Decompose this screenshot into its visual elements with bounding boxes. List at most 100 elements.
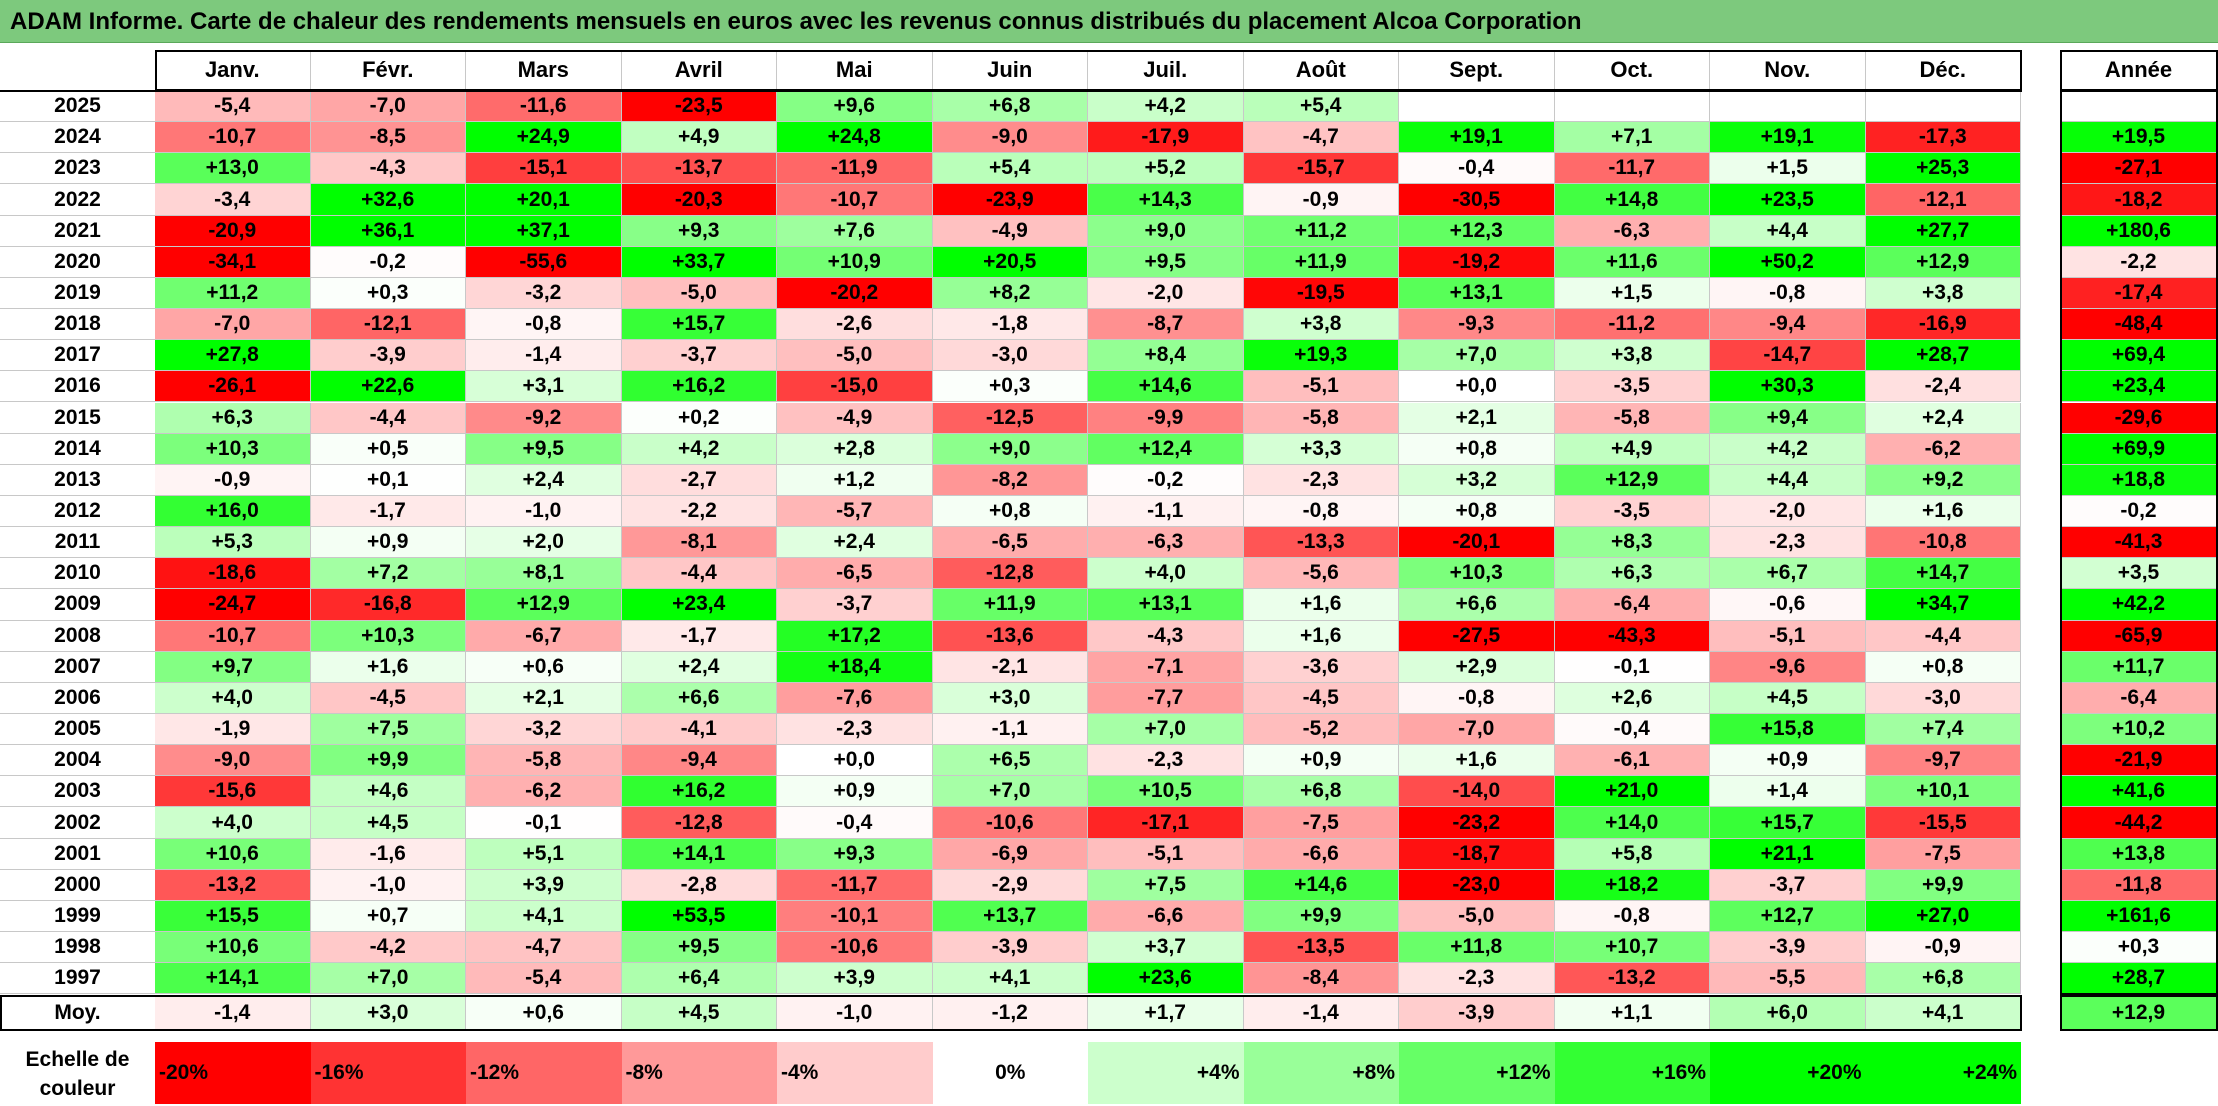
heatmap-cell: -20,2 bbox=[777, 277, 933, 310]
heatmap-cell: -9,0 bbox=[932, 122, 1088, 154]
heatmap-cell: -17,3 bbox=[1865, 122, 2021, 154]
heatmap-cell: +9,0 bbox=[1088, 215, 1244, 247]
heatmap-cell: +2,1 bbox=[1399, 402, 1555, 434]
heatmap-cell: +4,5 bbox=[310, 807, 466, 839]
heatmap-cell: +4,4 bbox=[1710, 215, 1866, 247]
heatmap-cell: -4,9 bbox=[932, 215, 1088, 247]
heatmap-cell: -8,7 bbox=[1088, 309, 1244, 341]
color-scale-swatch: 0% bbox=[932, 1042, 1088, 1104]
heatmap-cell: +6,3 bbox=[1554, 558, 1710, 590]
heatmap-cell: -0,4 bbox=[1399, 153, 1555, 185]
heatmap-cell: -5,4 bbox=[155, 91, 311, 123]
heatmap-cell: -12,8 bbox=[621, 807, 777, 839]
heatmap-cell: -1,1 bbox=[1088, 495, 1244, 528]
heatmap-cell: +2,8 bbox=[777, 433, 933, 465]
heatmap-cell: -3,2 bbox=[466, 714, 622, 746]
heatmap-cell: +9,4 bbox=[1710, 402, 1866, 434]
heatmap-cell: -2,0 bbox=[1088, 277, 1244, 310]
heatmap-cell: -12,1 bbox=[1865, 184, 2021, 216]
heatmap-cell: +24,8 bbox=[777, 122, 933, 154]
heatmap-cell: -2,3 bbox=[1399, 963, 1555, 995]
heatmap-cell: +9,6 bbox=[777, 91, 933, 123]
heatmap-cell: +9,3 bbox=[621, 215, 777, 247]
heatmap-cell: -7,6 bbox=[777, 682, 933, 714]
column-header: Oct. bbox=[1554, 50, 1710, 90]
column-header: Sept. bbox=[1399, 50, 1555, 90]
heatmap-cell: -12,8 bbox=[932, 558, 1088, 590]
heatmap-cell: -23,2 bbox=[1399, 807, 1555, 839]
heatmap-cell: -13,7 bbox=[621, 153, 777, 185]
row-year-label: 2024 bbox=[0, 122, 155, 154]
heatmap-cell: -15,7 bbox=[1243, 153, 1399, 185]
heatmap-cell: -3,5 bbox=[1554, 495, 1710, 528]
heatmap-cell: -4,4 bbox=[1865, 620, 2021, 652]
heatmap-cell: +3,0 bbox=[932, 682, 1088, 714]
heatmap-cell: +4,5 bbox=[1710, 682, 1866, 714]
heatmap-cell: +15,7 bbox=[621, 309, 777, 341]
heatmap-cell: -27,5 bbox=[1399, 620, 1555, 652]
heatmap-cell: +0,0 bbox=[1399, 371, 1555, 403]
heatmap-cell: +7,5 bbox=[310, 714, 466, 746]
annual-cell: -29,6 bbox=[2060, 402, 2218, 434]
annual-cell: -2,2 bbox=[2060, 246, 2218, 278]
heatmap-cell: +4,2 bbox=[1710, 433, 1866, 465]
heatmap-cell: +16,2 bbox=[621, 776, 777, 808]
heatmap-cell: +14,6 bbox=[1243, 869, 1399, 901]
heatmap-cell: -11,7 bbox=[777, 869, 933, 901]
color-scale-swatch: +24% bbox=[1865, 1042, 2021, 1104]
heatmap-cell: +30,3 bbox=[1710, 371, 1866, 403]
heatmap-cell: +6,8 bbox=[932, 91, 1088, 123]
heatmap-cell: -0,2 bbox=[1088, 464, 1244, 496]
heatmap-cell: -7,5 bbox=[1243, 807, 1399, 839]
heatmap-cell: +18,4 bbox=[777, 651, 933, 683]
heatmap-cell: +14,8 bbox=[1554, 184, 1710, 216]
heatmap-cell: -11,2 bbox=[1554, 309, 1710, 341]
heatmap-cell: -2,1 bbox=[932, 651, 1088, 683]
row-year-label: 2007 bbox=[0, 651, 155, 683]
heatmap-cell: +9,2 bbox=[1865, 464, 2021, 496]
heatmap-cell: -0,8 bbox=[1554, 900, 1710, 933]
heatmap-cell: -9,4 bbox=[621, 745, 777, 777]
annual-cell: -48,4 bbox=[2060, 309, 2218, 341]
heatmap-cell: -10,7 bbox=[155, 122, 311, 154]
annual-cell: +161,6 bbox=[2060, 900, 2218, 933]
heatmap-cell: -18,6 bbox=[155, 558, 311, 590]
heatmap-cell: +50,2 bbox=[1710, 246, 1866, 278]
heatmap-cell: +25,3 bbox=[1865, 153, 2021, 185]
row-year-label: 2004 bbox=[0, 745, 155, 777]
row-year-label: 2005 bbox=[0, 714, 155, 746]
annual-cell: +28,7 bbox=[2060, 963, 2218, 995]
heatmap-cell: -11,9 bbox=[777, 153, 933, 185]
heatmap-cell: +4,9 bbox=[1554, 433, 1710, 465]
heatmap-cell: -12,5 bbox=[932, 402, 1088, 434]
column-header: Avril bbox=[621, 50, 777, 90]
average-cell: +4,5 bbox=[621, 995, 777, 1031]
heatmap-cell: +11,9 bbox=[932, 589, 1088, 621]
heatmap-cell: -10,7 bbox=[777, 184, 933, 216]
heatmap-cell: +0,9 bbox=[777, 776, 933, 808]
heatmap-cell: +13,7 bbox=[932, 900, 1088, 933]
row-year-label: 2014 bbox=[0, 433, 155, 465]
heatmap-cell: +2,1 bbox=[466, 682, 622, 714]
heatmap-cell: -3,4 bbox=[155, 184, 311, 216]
heatmap-cell: -20,3 bbox=[621, 184, 777, 216]
heatmap-cell: +19,1 bbox=[1710, 122, 1866, 154]
heatmap-cell: -6,3 bbox=[1554, 215, 1710, 247]
heatmap-cell: -3,7 bbox=[1710, 869, 1866, 901]
heatmap-cell: -5,4 bbox=[466, 963, 622, 995]
heatmap-cell: -5,2 bbox=[1243, 714, 1399, 746]
heatmap-cell: -3,5 bbox=[1554, 371, 1710, 403]
title-bar: ADAM Informe. Carte de chaleur des rende… bbox=[0, 0, 2218, 43]
annual-cell: -0,2 bbox=[2060, 495, 2218, 528]
heatmap-cell: +9,5 bbox=[1088, 246, 1244, 278]
heatmap-cell: -34,1 bbox=[155, 246, 311, 278]
average-cell: +4,1 bbox=[1865, 995, 2021, 1031]
column-header: Juil. bbox=[1088, 50, 1244, 90]
page-title: ADAM Informe. Carte de chaleur des rende… bbox=[10, 8, 1582, 35]
heatmap-cell: -9,0 bbox=[155, 745, 311, 777]
annual-cell: -6,4 bbox=[2060, 682, 2218, 714]
color-scale-swatch: -16% bbox=[310, 1042, 466, 1104]
heatmap-cell: +4,0 bbox=[155, 682, 311, 714]
heatmap-cell: +2,4 bbox=[466, 464, 622, 496]
heatmap-cell: -4,5 bbox=[1243, 682, 1399, 714]
